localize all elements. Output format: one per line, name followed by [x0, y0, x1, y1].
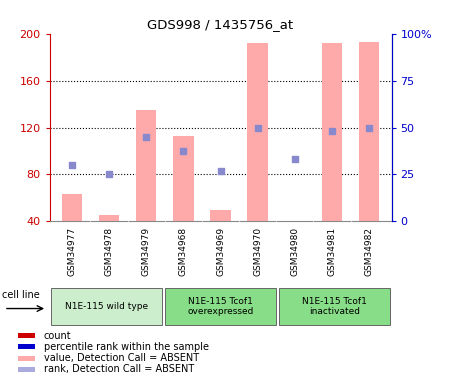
Bar [62, 194, 82, 221]
Bar [18, 333, 35, 338]
Text: cell line: cell line [3, 290, 40, 300]
Text: GSM34968: GSM34968 [179, 226, 188, 276]
Text: N1E-115 Tcof1
overexpressed: N1E-115 Tcof1 overexpressed [187, 297, 254, 316]
Text: N1E-115 wild type: N1E-115 wild type [65, 302, 148, 311]
Point [291, 156, 298, 162]
Text: GSM34982: GSM34982 [364, 226, 373, 276]
Text: N1E-115 Tcof1
inactivated: N1E-115 Tcof1 inactivated [302, 297, 367, 316]
Point [68, 162, 76, 168]
Point [328, 128, 336, 134]
Bar [18, 344, 35, 350]
Bar [173, 136, 194, 221]
FancyBboxPatch shape [279, 288, 390, 325]
Text: GSM34981: GSM34981 [328, 226, 337, 276]
Title: GDS998 / 1435756_at: GDS998 / 1435756_at [148, 18, 293, 31]
Text: GSM34979: GSM34979 [142, 226, 151, 276]
Text: rank, Detection Call = ABSENT: rank, Detection Call = ABSENT [44, 364, 194, 374]
Point [217, 168, 224, 174]
Text: GSM34970: GSM34970 [253, 226, 262, 276]
Text: GSM34969: GSM34969 [216, 226, 225, 276]
FancyBboxPatch shape [51, 288, 162, 325]
Bar [99, 215, 119, 221]
Text: percentile rank within the sample: percentile rank within the sample [44, 342, 209, 352]
Point [365, 124, 373, 130]
Text: GSM34977: GSM34977 [68, 226, 76, 276]
Text: GSM34980: GSM34980 [290, 226, 299, 276]
Bar [210, 210, 231, 221]
Bar [359, 42, 379, 221]
Point [105, 171, 112, 177]
Bar [322, 43, 342, 221]
Text: GSM34978: GSM34978 [104, 226, 113, 276]
Bar [136, 110, 157, 221]
Bar [248, 43, 268, 221]
Point [143, 134, 150, 140]
FancyBboxPatch shape [165, 288, 276, 325]
Point [180, 148, 187, 154]
Text: value, Detection Call = ABSENT: value, Detection Call = ABSENT [44, 353, 199, 363]
Point [254, 124, 261, 130]
Bar [18, 367, 35, 372]
Text: count: count [44, 331, 72, 340]
Bar [18, 356, 35, 361]
